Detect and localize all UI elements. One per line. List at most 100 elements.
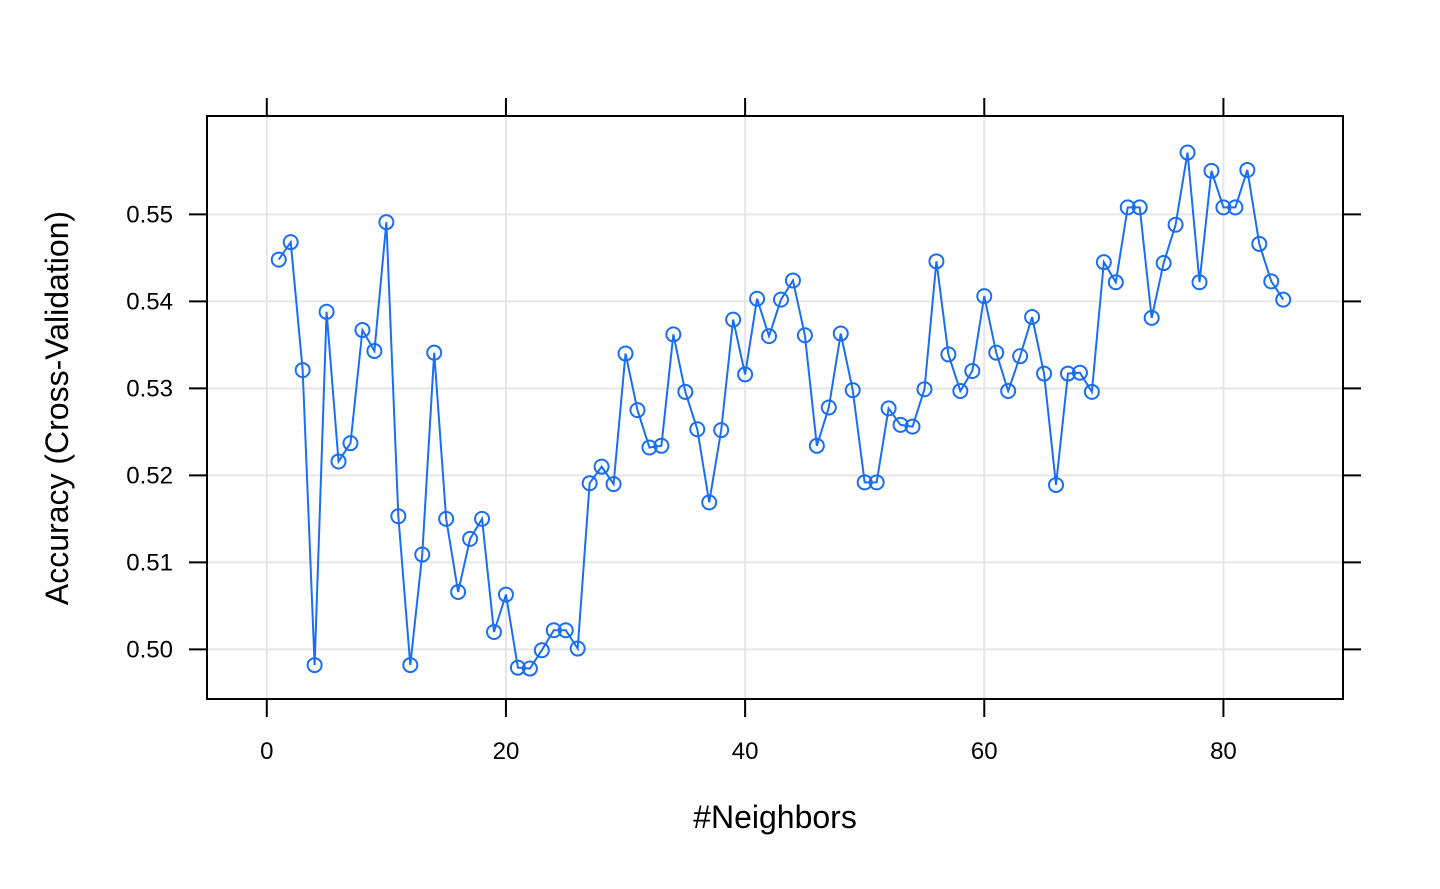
data-point (952, 382, 969, 399)
y-tick-label: 0.55 (126, 201, 173, 228)
data-point (988, 344, 1005, 361)
data-point (438, 510, 455, 527)
data-point (808, 437, 825, 454)
data-point (1191, 274, 1208, 291)
data-point (474, 510, 491, 527)
data-point (617, 345, 634, 362)
data-point (928, 253, 945, 270)
x-tick-label: 60 (971, 738, 998, 765)
data-point (414, 546, 431, 563)
data-point (820, 399, 837, 416)
data-point (964, 362, 981, 379)
x-axis-title: #Neighbors (693, 799, 857, 835)
data-point (737, 366, 754, 383)
data-point (1275, 291, 1292, 308)
data-point (832, 325, 849, 342)
data-point (629, 402, 646, 419)
data-point (1263, 273, 1280, 290)
data-point (892, 416, 909, 433)
data-point (306, 657, 323, 674)
data-point (485, 623, 502, 640)
data-point (1107, 274, 1124, 291)
x-tick-label: 20 (493, 738, 520, 765)
data-point (1143, 309, 1160, 326)
data-point (509, 659, 526, 676)
data-point (976, 288, 993, 305)
data-point (1083, 383, 1100, 400)
data-point (1119, 199, 1136, 216)
data-point (533, 642, 550, 659)
data-point (1048, 476, 1065, 493)
data-point (868, 474, 885, 491)
data-point (856, 474, 873, 491)
x-tick-label: 40 (732, 738, 759, 765)
data-point (545, 622, 562, 639)
data-point (1000, 382, 1017, 399)
data-point (1239, 161, 1256, 178)
data-point (689, 421, 706, 438)
data-point (1215, 199, 1232, 216)
data-point (294, 362, 311, 379)
data-point (784, 272, 801, 289)
data-point (390, 508, 407, 525)
data-point (677, 383, 694, 400)
data-point (1155, 255, 1172, 272)
data-point (581, 475, 598, 492)
data-point (1071, 364, 1088, 381)
data-point (378, 214, 395, 231)
data-point (796, 327, 813, 344)
data-point (557, 622, 574, 639)
data-point (940, 346, 957, 363)
data-point (426, 344, 443, 361)
y-tick-label: 0.50 (126, 636, 173, 663)
data-point (497, 586, 514, 603)
data-point (318, 303, 335, 320)
y-tick-label: 0.53 (126, 375, 173, 402)
series-line (277, 152, 1285, 670)
y-tick-label: 0.51 (126, 549, 173, 576)
data-point (1251, 235, 1268, 252)
data-point (880, 400, 897, 417)
x-tick-label: 0 (260, 738, 273, 765)
data-point (605, 476, 622, 493)
y-tick-label: 0.54 (126, 288, 173, 315)
axis-ticks (189, 98, 1361, 717)
data-point (749, 290, 766, 307)
data-point (1203, 162, 1220, 179)
data-point (1059, 365, 1076, 382)
data-point (772, 291, 789, 308)
data-point (1095, 254, 1112, 271)
data-point (713, 422, 730, 439)
y-axis-title: Accuracy (Cross-Validation) (39, 211, 75, 605)
data-point (1131, 199, 1148, 216)
data-point (701, 494, 718, 511)
data-point (342, 435, 359, 452)
data-point (761, 328, 778, 345)
data-point (402, 657, 419, 674)
grid (207, 116, 1343, 699)
data-point (282, 234, 299, 251)
data-point (462, 530, 479, 547)
data-point (916, 381, 933, 398)
data-point (593, 458, 610, 475)
data-points (270, 144, 1292, 677)
y-tick-label: 0.52 (126, 462, 173, 489)
data-point (641, 439, 658, 456)
data-point (1167, 216, 1184, 233)
tick-labels: 0 20 40 60 80 0.50 0.51 0.52 0.53 0.54 0.55 (126, 201, 1236, 765)
data-point (1036, 365, 1053, 382)
data-point (569, 640, 586, 657)
data-point (725, 311, 742, 328)
plot-frame (206, 115, 1344, 700)
x-tick-label: 80 (1210, 738, 1237, 765)
data-point (1024, 309, 1041, 326)
data-point (1179, 144, 1196, 161)
data-point (521, 660, 538, 677)
data-point (665, 326, 682, 343)
data-point (450, 583, 467, 600)
data-point (844, 382, 861, 399)
data-point (653, 437, 670, 454)
data-point (904, 418, 921, 435)
data-point (354, 322, 371, 339)
